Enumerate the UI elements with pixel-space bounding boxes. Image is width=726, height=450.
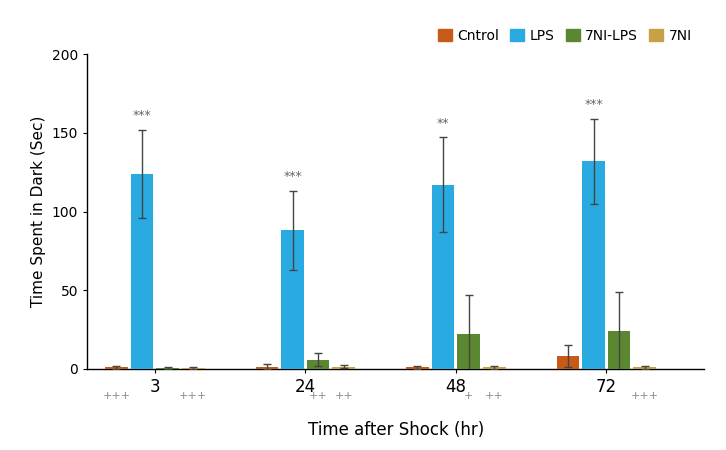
- Text: +: +: [464, 391, 473, 401]
- Bar: [432, 184, 454, 369]
- Text: ++: ++: [485, 391, 504, 401]
- X-axis label: Time after Shock (hr): Time after Shock (hr): [308, 421, 484, 439]
- Y-axis label: Time Spent in Dark (Sec): Time Spent in Dark (Sec): [31, 116, 46, 307]
- Text: ++: ++: [309, 391, 327, 401]
- Text: ***: ***: [133, 109, 152, 122]
- Text: ++: ++: [335, 391, 353, 401]
- Bar: [457, 334, 480, 369]
- Bar: [105, 367, 128, 369]
- Text: ***: ***: [584, 98, 603, 111]
- Bar: [182, 368, 205, 369]
- Bar: [634, 367, 656, 369]
- Bar: [131, 174, 153, 369]
- Bar: [608, 331, 630, 369]
- Bar: [407, 367, 429, 369]
- Text: **: **: [437, 117, 449, 130]
- Bar: [582, 161, 605, 369]
- Bar: [333, 367, 355, 369]
- Text: +++: +++: [179, 391, 208, 401]
- Bar: [557, 356, 579, 369]
- Bar: [307, 360, 330, 369]
- Bar: [281, 230, 304, 369]
- Bar: [156, 368, 179, 369]
- Bar: [256, 367, 278, 369]
- Text: +++: +++: [102, 391, 131, 401]
- Bar: [483, 367, 505, 369]
- Text: +++: +++: [631, 391, 658, 401]
- Legend: Cntrol, LPS, 7NI-LPS, 7NI: Cntrol, LPS, 7NI-LPS, 7NI: [432, 23, 697, 48]
- Text: ***: ***: [283, 170, 302, 183]
